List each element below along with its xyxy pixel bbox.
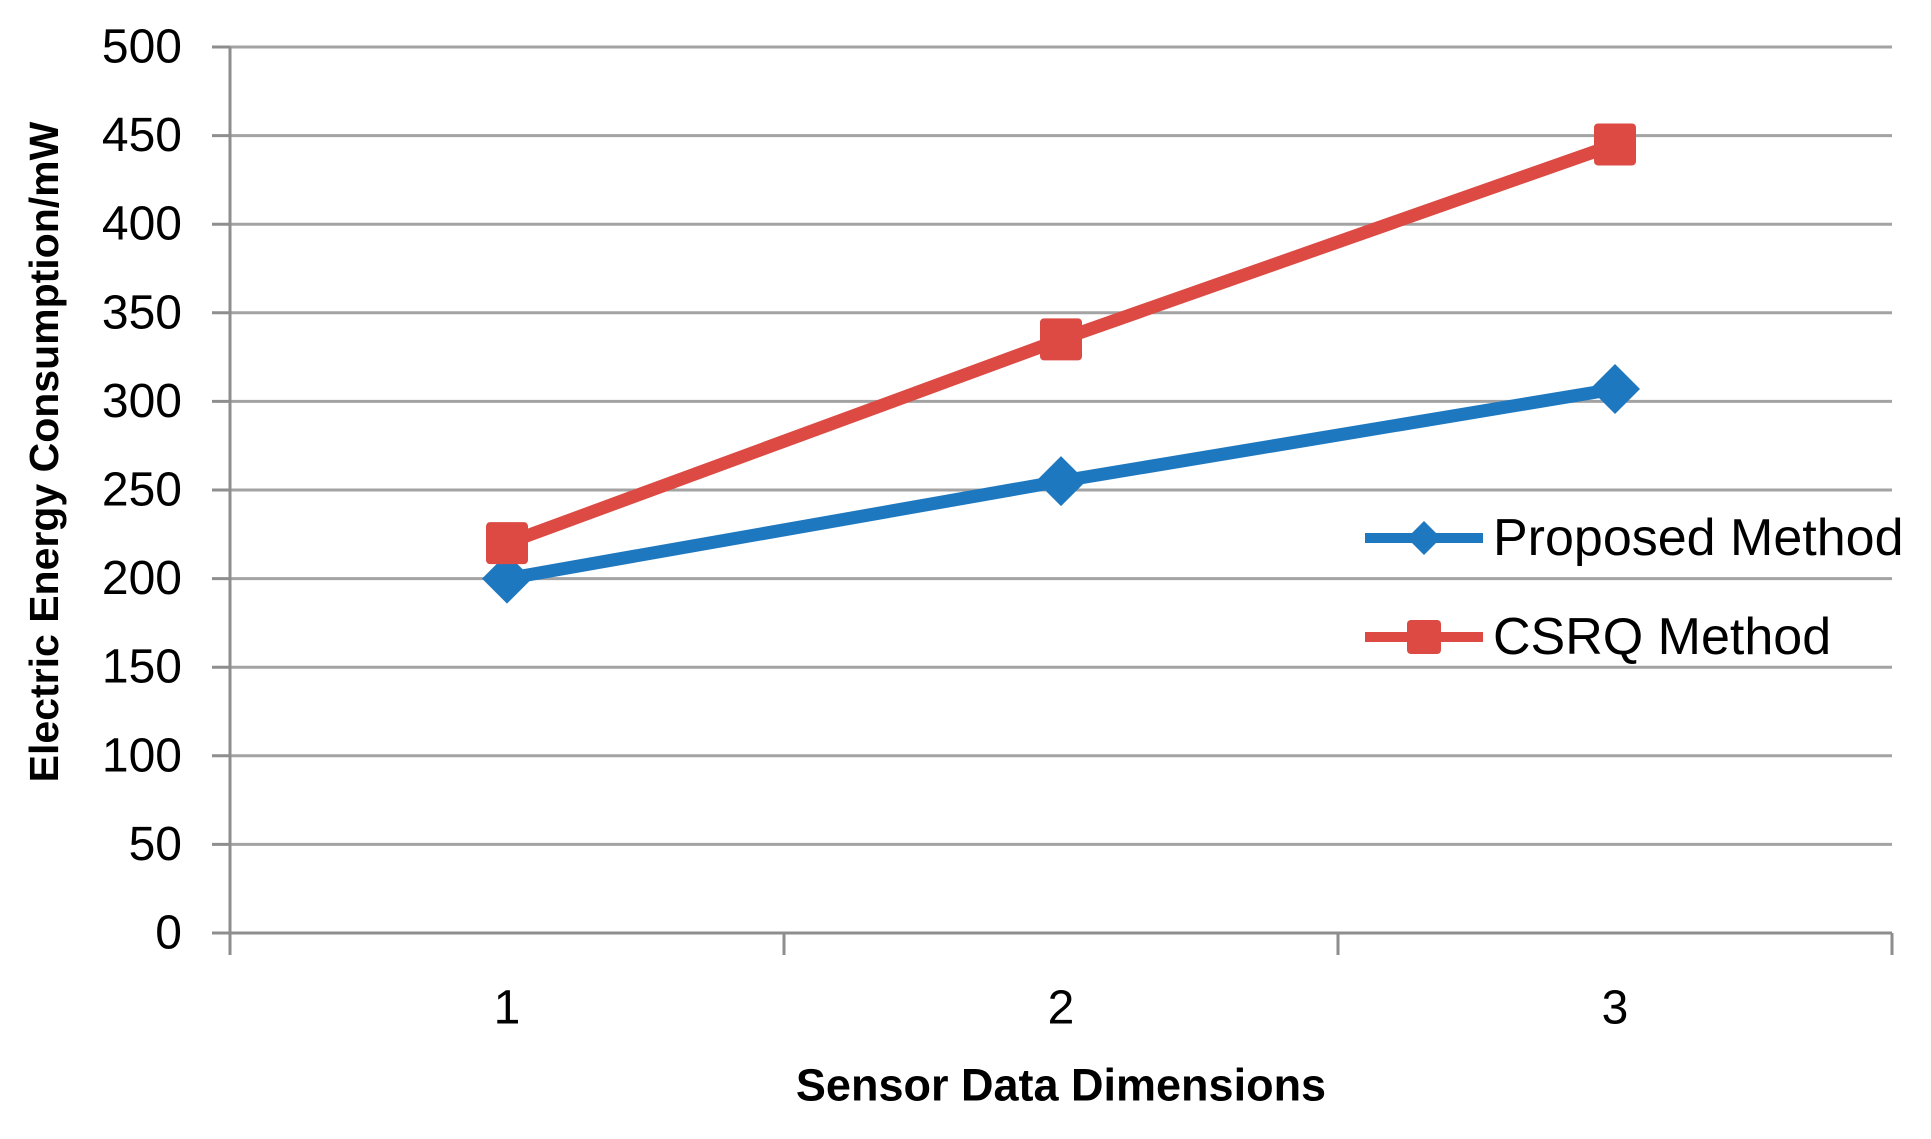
legend-csrq-method-square-marker (1407, 620, 1441, 654)
series-csrq-method-square-marker (1040, 318, 1082, 361)
series-csrq-method-square-marker (486, 522, 528, 565)
y-tick-label: 300 (102, 375, 182, 428)
legend-label-proposed-method: Proposed Method (1493, 509, 1904, 567)
y-tick-label: 350 (102, 286, 182, 339)
legend-item-csrq-method: CSRQ Method (1365, 608, 1831, 666)
y-tick-label: 250 (102, 464, 182, 517)
x-tick-label: 1 (494, 982, 521, 1035)
y-tick-label: 400 (102, 198, 182, 251)
y-tick-label: 100 (102, 729, 182, 782)
y-tick-label: 150 (102, 641, 182, 694)
y-tick-label: 200 (102, 552, 182, 605)
legend-item-proposed-method: Proposed Method (1365, 509, 1904, 567)
series-proposed-method-diamond-marker (1590, 363, 1640, 414)
y-tick-label: 500 (102, 21, 182, 74)
x-axis-title: Sensor Data Dimensions (796, 1060, 1326, 1111)
legend-label-csrq-method: CSRQ Method (1493, 608, 1831, 666)
x-tick-label: 3 (1602, 982, 1629, 1035)
series-proposed-method-diamond-marker (482, 553, 532, 604)
legend-proposed-method-diamond-marker (1407, 521, 1441, 555)
series-csrq-method-square-marker (1594, 123, 1636, 166)
series-proposed-method-diamond-marker (1036, 456, 1086, 507)
plot-area: 0 50 100 150 200 250 300 350 400 450 500 1 2 3 Propose… (102, 21, 1904, 1035)
y-axis-title: Electric Energy Consumption/mW (21, 121, 67, 782)
y-tick-label: 50 (129, 818, 182, 871)
y-tick-label: 0 (155, 907, 182, 960)
y-tick-label: 450 (102, 109, 182, 162)
x-tick-label: 2 (1048, 982, 1075, 1035)
